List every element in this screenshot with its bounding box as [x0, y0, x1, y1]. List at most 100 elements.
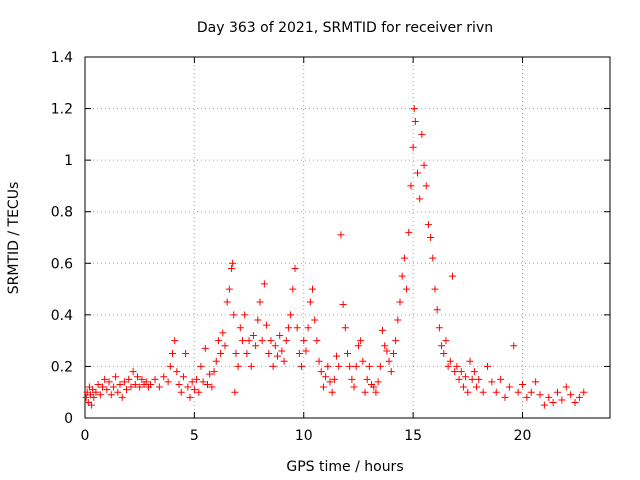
x-tick-label-1: 5 — [190, 428, 199, 444]
data-point-0-171 — [451, 368, 459, 376]
data-point-0-121 — [344, 350, 351, 358]
data-point-0-43 — [177, 388, 185, 396]
data-point-0-87 — [269, 362, 277, 370]
data-point-0-105 — [309, 285, 316, 293]
data-point-0-135 — [374, 378, 382, 386]
data-point-0-205 — [575, 393, 583, 401]
data-point-0-90 — [276, 331, 284, 339]
data-point-0-158 — [422, 182, 430, 190]
data-point-0-156 — [418, 130, 426, 138]
data-point-0-84 — [263, 321, 271, 329]
data-point-0-170 — [449, 272, 456, 280]
data-point-0-143 — [392, 337, 400, 345]
data-point-0-110 — [319, 383, 327, 391]
data-point-0-202 — [562, 383, 570, 391]
data-point-0-26 — [131, 380, 139, 388]
data-point-0-155 — [416, 195, 424, 203]
data-point-0-197 — [540, 401, 548, 409]
data-point-0-198 — [545, 393, 553, 401]
data-point-0-126 — [354, 342, 362, 350]
data-point-0-63 — [221, 342, 229, 350]
data-point-0-59 — [212, 357, 220, 365]
data-point-0-13 — [103, 386, 111, 394]
data-point-0-96 — [289, 285, 297, 293]
data-point-0-79 — [252, 342, 260, 350]
data-point-0-86 — [267, 337, 275, 345]
data-point-0-75 — [243, 350, 251, 358]
data-point-0-159 — [424, 221, 432, 229]
data-point-0-74 — [241, 311, 249, 319]
data-points — [82, 105, 588, 409]
data-point-0-61 — [217, 350, 225, 358]
data-point-0-147 — [400, 254, 408, 262]
data-point-0-60 — [214, 337, 222, 345]
data-point-0-165 — [438, 342, 446, 350]
data-point-0-70 — [232, 350, 240, 358]
y-tick-label-1: 0.2 — [51, 359, 73, 375]
data-point-0-125 — [352, 362, 360, 370]
data-point-0-124 — [350, 383, 358, 391]
data-point-0-76 — [245, 337, 253, 345]
data-point-0-47 — [186, 393, 194, 401]
data-point-0-8 — [92, 388, 100, 396]
data-point-0-191 — [514, 388, 522, 396]
data-point-0-39 — [169, 350, 176, 358]
data-point-0-85 — [265, 350, 273, 358]
data-point-0-144 — [394, 316, 402, 324]
data-point-0-37 — [164, 378, 172, 386]
data-point-0-5 — [88, 401, 96, 409]
data-point-0-152 — [410, 105, 418, 113]
data-point-0-108 — [315, 357, 323, 365]
data-point-0-57 — [208, 383, 216, 391]
data-point-0-142 — [389, 350, 397, 358]
data-point-0-151 — [409, 143, 417, 151]
data-point-0-12 — [101, 375, 109, 383]
data-point-0-71 — [234, 362, 242, 370]
data-point-0-163 — [433, 306, 441, 314]
data-point-0-18 — [114, 388, 122, 396]
data-point-0-194 — [527, 388, 535, 396]
data-point-0-24 — [127, 383, 135, 391]
data-point-0-186 — [492, 388, 500, 396]
data-point-0-23 — [125, 375, 133, 383]
data-point-0-41 — [173, 368, 181, 376]
data-point-0-166 — [440, 350, 448, 358]
data-point-0-131 — [365, 362, 373, 370]
y-tick-label-6: 1.2 — [51, 102, 73, 118]
data-point-0-106 — [311, 316, 319, 324]
axes: 0 5 10 15 20 0 0.2 0.4 0.6 0.8 1 1.2 1.4 — [51, 50, 611, 444]
data-point-0-204 — [571, 399, 579, 407]
data-point-0-48 — [188, 378, 196, 386]
data-point-0-15 — [107, 391, 115, 399]
data-point-0-93 — [282, 337, 290, 345]
data-point-0-92 — [280, 357, 288, 365]
data-point-0-104 — [306, 298, 314, 306]
data-point-0-27 — [134, 373, 141, 381]
data-point-0-133 — [370, 383, 378, 391]
data-point-0-81 — [256, 298, 264, 306]
data-point-0-195 — [532, 378, 540, 386]
data-point-0-137 — [379, 326, 386, 334]
data-point-0-34 — [151, 375, 159, 383]
data-point-0-88 — [271, 342, 279, 350]
data-point-0-206 — [580, 388, 588, 396]
data-point-0-10 — [96, 391, 104, 399]
data-point-0-120 — [341, 324, 349, 332]
data-point-0-20 — [118, 393, 126, 401]
data-point-0-162 — [431, 285, 439, 293]
y-axis-label: SRMTID / TECUs — [6, 182, 22, 295]
data-point-0-141 — [387, 368, 395, 376]
data-point-0-180 — [470, 368, 478, 376]
data-point-0-80 — [254, 316, 262, 324]
data-point-0-168 — [444, 362, 452, 370]
data-point-0-167 — [442, 337, 450, 345]
data-point-0-182 — [475, 375, 483, 383]
data-point-0-169 — [446, 357, 454, 365]
data-point-0-89 — [274, 352, 281, 360]
data-point-0-149 — [405, 228, 413, 236]
data-point-0-130 — [363, 375, 371, 383]
data-point-0-9 — [94, 380, 102, 388]
data-point-0-83 — [260, 280, 268, 288]
data-point-0-36 — [160, 373, 168, 381]
data-point-0-122 — [346, 362, 354, 370]
